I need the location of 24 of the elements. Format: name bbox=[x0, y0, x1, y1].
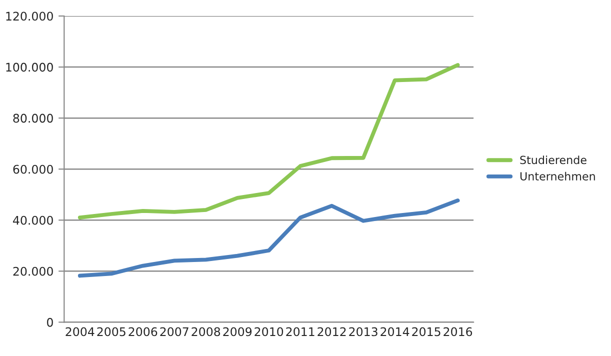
x-tick-label: 2006 bbox=[128, 327, 158, 336]
y-tick-label: 60.000 bbox=[13, 164, 53, 174]
x-tick-label: 2005 bbox=[97, 327, 126, 336]
x-tick-label: 2014 bbox=[380, 327, 410, 336]
legend-label: Unternehmen bbox=[520, 172, 595, 180]
legend-label: Studierende bbox=[520, 156, 586, 164]
y-tick-label: 20.000 bbox=[13, 266, 53, 276]
line-series bbox=[78, 63, 460, 220]
y-tick-label: 100.000 bbox=[6, 62, 53, 72]
y-tick-label: 40.000 bbox=[13, 216, 53, 225]
x-tick-label: 2008 bbox=[192, 327, 220, 336]
y-tick-label: 0 bbox=[47, 318, 53, 327]
x-tick-label: 2004 bbox=[66, 327, 94, 336]
x-tick-label: 2012 bbox=[318, 327, 346, 336]
x-tick-label: 2010 bbox=[254, 327, 284, 336]
y-tick-label: 80.000 bbox=[13, 114, 53, 123]
y-tick-label: 120.000 bbox=[6, 12, 53, 21]
x-tick-label: 2015 bbox=[412, 327, 440, 336]
x-tick-label: 2013 bbox=[349, 327, 378, 336]
line-series bbox=[78, 198, 460, 278]
x-tick-label: 2011 bbox=[286, 327, 314, 336]
x-tick-label: 2007 bbox=[160, 327, 188, 336]
x-tick-label: 2016 bbox=[444, 327, 472, 336]
x-tick-label: 2009 bbox=[223, 327, 252, 336]
